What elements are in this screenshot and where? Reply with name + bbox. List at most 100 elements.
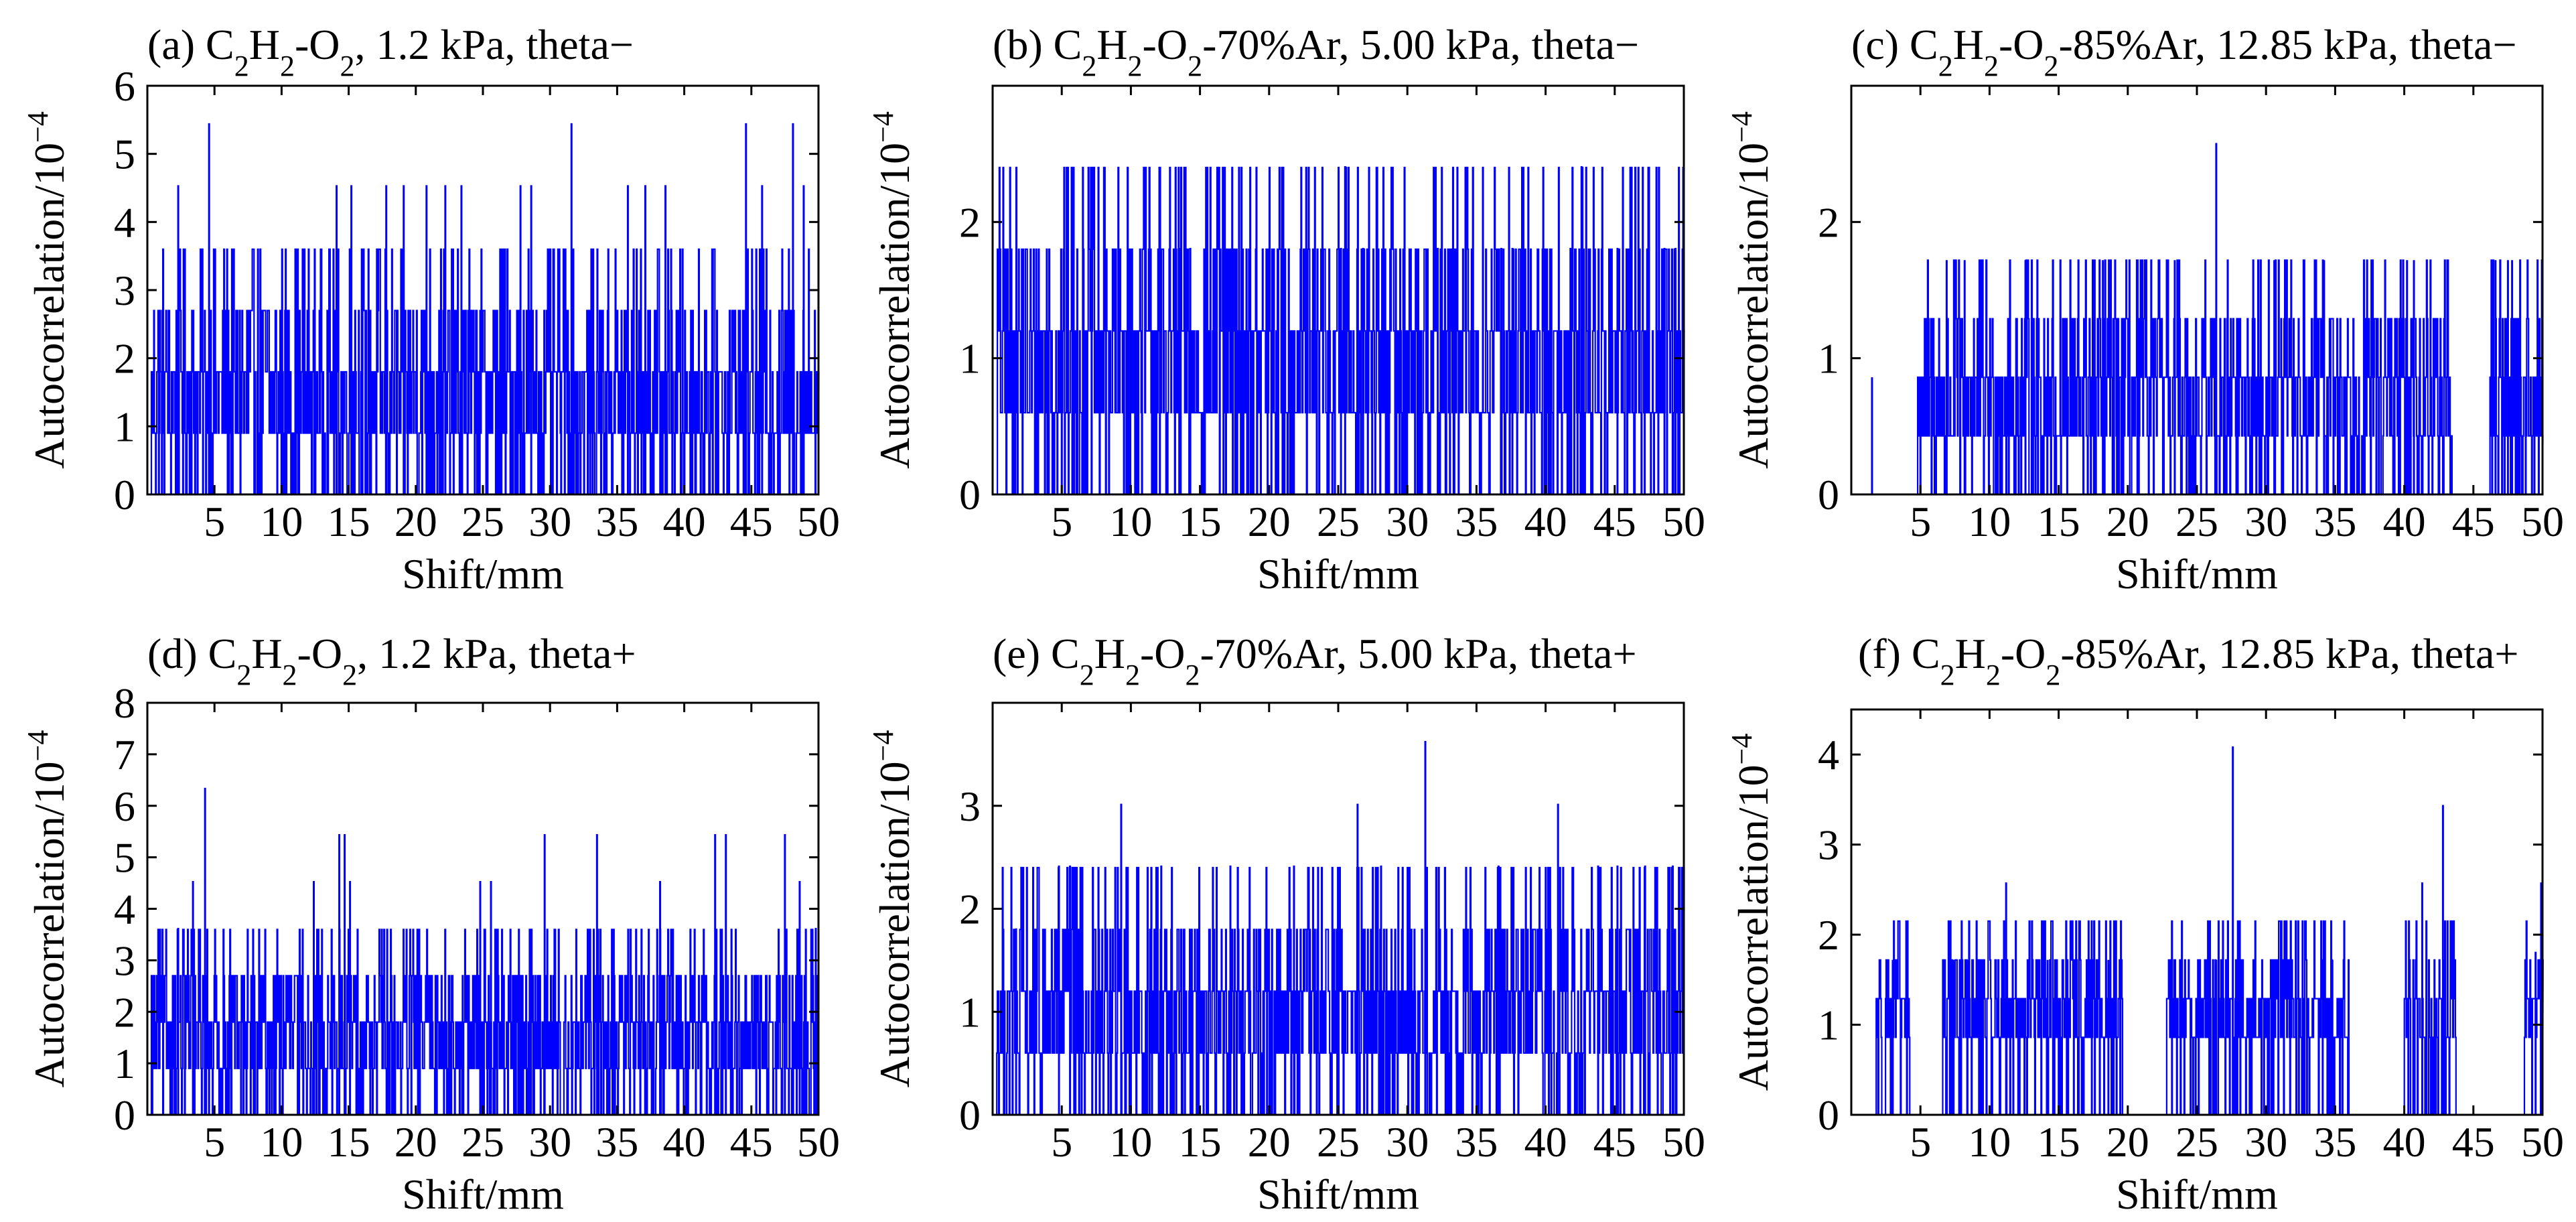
svg-text:(a) C2H2-O2, 1.2 kPa, theta−: (a) C2H2-O2, 1.2 kPa, theta− bbox=[147, 21, 634, 82]
svg-text:(d) C2H2-O2, 1.2 kPa, theta+: (d) C2H2-O2, 1.2 kPa, theta+ bbox=[147, 630, 636, 691]
x-tick-label: 35 bbox=[2313, 1118, 2356, 1166]
x-tick-label: 35 bbox=[1455, 1118, 1498, 1166]
x-tick-label: 15 bbox=[328, 498, 370, 545]
series-line bbox=[1875, 920, 2544, 1116]
chart-svg: 5 10 15 20 25 30 35 40 45 50 0 1 2 Shift/mm Autocorr… bbox=[1725, 84, 2564, 598]
panel-prefix: (e) bbox=[993, 630, 1051, 677]
series-line bbox=[150, 248, 820, 496]
panel-prefix: (f) bbox=[1858, 630, 1912, 677]
y-tick-label: 7 bbox=[114, 731, 135, 778]
x-tick-label: 15 bbox=[2037, 1118, 2080, 1166]
x-tick-label: 25 bbox=[2175, 498, 2218, 545]
y-axis-label: Autocorrelation/10−4 bbox=[867, 730, 919, 1088]
y-axis-label: Autocorrelation/10−4 bbox=[1725, 734, 1778, 1091]
series-line bbox=[150, 929, 819, 1116]
y-tick-label: 6 bbox=[114, 783, 135, 830]
x-tick-label: 50 bbox=[2521, 498, 2564, 545]
y-tick-label: 3 bbox=[1818, 821, 1839, 869]
x-axis-label: Shift/mm bbox=[402, 550, 564, 598]
x-tick-label: 10 bbox=[1109, 1118, 1152, 1166]
panel-b: (b) C2H2-O2-70%Ar, 5.00 kPa, theta− 5 10 1… bbox=[859, 0, 1717, 609]
y-tick-label: 3 bbox=[959, 783, 981, 830]
y-tick-label: 0 bbox=[114, 1091, 135, 1139]
x-axis-label: Shift/mm bbox=[1257, 1170, 1419, 1218]
panel-title: (f) C2H2-O2-85%Ar, 12.85 kPa, theta+ bbox=[1858, 630, 2518, 691]
y-tick-label: 1 bbox=[959, 335, 981, 383]
panel-title: (c) C2H2-O2-85%Ar, 12.85 kPa, theta− bbox=[1851, 21, 2517, 82]
x-tick-label: 30 bbox=[2244, 1118, 2287, 1166]
x-tick-label: 5 bbox=[1910, 498, 1931, 545]
x-tick-label: 50 bbox=[797, 1118, 840, 1166]
svg-text:(f) C2H2-O2-85%Ar, 12.85 kPa,: (f) C2H2-O2-85%Ar, 12.85 kPa, theta+ bbox=[1858, 630, 2518, 691]
x-tick-label: 35 bbox=[595, 498, 638, 545]
x-axis-label: Shift/mm bbox=[2116, 550, 2278, 598]
y-tick-label: 2 bbox=[959, 198, 981, 246]
chart-lines bbox=[1871, 143, 2544, 496]
panel-d: (d) C2H2-O2, 1.2 kPa, theta+ 5 10 15 20 25 30… bbox=[0, 609, 859, 1219]
x-tick-label: 40 bbox=[2383, 1118, 2426, 1166]
y-tick-label: 6 bbox=[114, 62, 135, 110]
chart-e: 5 10 15 20 25 30 35 40 45 50 0 1 2 3 Shift/mm Autocor… bbox=[859, 609, 1717, 1219]
chart-svg: 5 10 15 20 25 30 35 40 45 50 0 1 2 3 4 Shift/mm Autoco… bbox=[1725, 708, 2564, 1218]
y-tick-label: 0 bbox=[959, 1091, 981, 1139]
x-tick-label: 5 bbox=[1910, 1118, 1931, 1166]
x-tick-label: 20 bbox=[395, 498, 437, 545]
x-tick-label: 45 bbox=[1593, 498, 1636, 545]
x-tick-label: 20 bbox=[1248, 498, 1291, 545]
x-tick-label: 30 bbox=[1386, 1118, 1429, 1166]
panel-prefix: (c) bbox=[1851, 21, 1910, 68]
y-tick-label: 3 bbox=[114, 937, 135, 984]
x-tick-label: 25 bbox=[1317, 1118, 1360, 1166]
x-tick-label: 35 bbox=[595, 1118, 638, 1166]
x-tick-label: 50 bbox=[1662, 1118, 1705, 1166]
chart-lines bbox=[150, 123, 820, 496]
x-tick-label: 50 bbox=[1662, 498, 1705, 545]
x-tick-label: 15 bbox=[1179, 498, 1222, 545]
x-tick-label: 50 bbox=[2521, 1118, 2564, 1166]
x-tick-label: 10 bbox=[1968, 498, 2011, 545]
x-tick-label: 30 bbox=[2244, 498, 2287, 545]
x-axis-label: Shift/mm bbox=[2116, 1170, 2278, 1218]
chart-lines bbox=[150, 787, 819, 1116]
y-tick-label: 4 bbox=[114, 198, 135, 246]
x-tick-label: 10 bbox=[260, 1118, 303, 1166]
x-tick-label: 5 bbox=[204, 1118, 225, 1166]
panel-title: (d) C2H2-O2, 1.2 kPa, theta+ bbox=[147, 630, 636, 691]
x-tick-label: 20 bbox=[395, 1118, 437, 1166]
y-axis-label: Autocorrelation/10−4 bbox=[867, 111, 919, 469]
panel-title: (e) C2H2-O2-70%Ar, 5.00 kPa, theta+ bbox=[993, 630, 1637, 691]
x-tick-label: 45 bbox=[730, 1118, 773, 1166]
x-tick-label: 10 bbox=[1968, 1118, 2011, 1166]
y-tick-label: 0 bbox=[959, 471, 981, 519]
panel-c: (c) C2H2-O2-85%Ar, 12.85 kPa, theta− 5 10… bbox=[1717, 0, 2576, 609]
x-tick-label: 45 bbox=[2452, 1118, 2495, 1166]
y-axis-label: Autocorrelation/10−4 bbox=[21, 111, 74, 469]
x-axis-label: Shift/mm bbox=[1257, 550, 1419, 598]
x-tick-label: 10 bbox=[1109, 498, 1152, 545]
svg-text:(b) C2H2-O2-70%Ar, 5.00 kPa, t: (b) C2H2-O2-70%Ar, 5.00 kPa, theta− bbox=[993, 21, 1639, 82]
y-tick-label: 1 bbox=[1818, 335, 1839, 383]
y-tick-label: 0 bbox=[1818, 1091, 1839, 1139]
chart-ticks: 5 10 15 20 25 30 35 40 45 50 0 1 2 bbox=[1818, 86, 2564, 545]
chart-ticks: 5 10 15 20 25 30 35 40 45 50 0 1 2 bbox=[959, 86, 1705, 545]
x-tick-label: 20 bbox=[2106, 1118, 2149, 1166]
x-tick-label: 45 bbox=[1593, 1118, 1636, 1166]
x-tick-label: 40 bbox=[2383, 498, 2426, 545]
panel-a: (a) C2H2-O2, 1.2 kPa, theta− 5 10 15 20 25 30… bbox=[0, 0, 859, 609]
chart-b: 5 10 15 20 25 30 35 40 45 50 0 1 2 Shift/mm Autocorr… bbox=[859, 0, 1717, 609]
y-tick-label: 2 bbox=[1818, 911, 1839, 959]
x-tick-label: 25 bbox=[461, 498, 504, 545]
y-tick-label: 1 bbox=[1818, 1002, 1839, 1049]
chart-f: 5 10 15 20 25 30 35 40 45 50 0 1 2 3 4 Shift/mm Autoco… bbox=[1717, 609, 2576, 1219]
chart-a: 5 10 15 20 25 30 35 40 45 50 0 1 2 3 4 5 6 Shift/mm Auto… bbox=[0, 0, 859, 609]
x-tick-label: 25 bbox=[461, 1118, 504, 1166]
panel-prefix: (a) bbox=[147, 21, 206, 68]
x-tick-label: 45 bbox=[730, 498, 773, 545]
chart-svg: 5 10 15 20 25 30 35 40 45 50 0 1 2 3 Shift/mm Autocor… bbox=[867, 701, 1705, 1218]
x-tick-label: 35 bbox=[2313, 498, 2356, 545]
x-tick-label: 10 bbox=[260, 498, 303, 545]
